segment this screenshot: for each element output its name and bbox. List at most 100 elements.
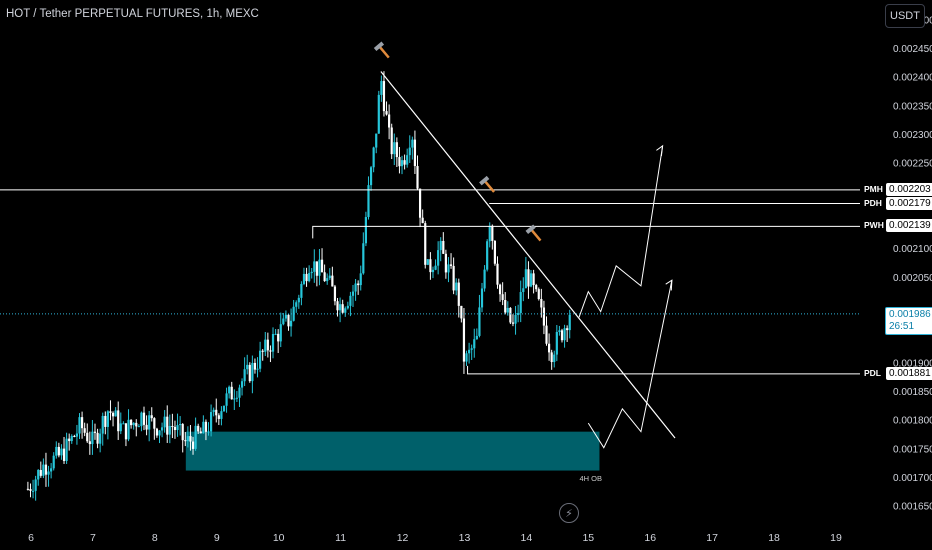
candle-body	[44, 464, 48, 475]
candle-body	[99, 433, 102, 444]
candle-body	[171, 425, 174, 427]
pdh-label: PDH	[864, 197, 882, 208]
candle-body	[429, 259, 432, 273]
candle-body	[540, 299, 543, 308]
price-tick-label: 0.002300	[893, 130, 932, 141]
candle-body	[284, 314, 288, 319]
candle-body	[341, 304, 344, 313]
candle-body	[60, 448, 63, 456]
candle-body	[480, 288, 484, 308]
candle-body	[37, 469, 40, 480]
projection-path-alt	[587, 280, 673, 449]
candle-body	[181, 424, 184, 441]
candle-body	[382, 81, 386, 112]
candle-body	[406, 155, 409, 165]
pdl-line	[467, 365, 860, 375]
pwh-line	[312, 225, 860, 239]
candle-body	[289, 320, 293, 327]
candle-body	[527, 269, 530, 287]
candle-body	[449, 264, 453, 266]
candle-body	[34, 479, 37, 491]
candle-body	[202, 421, 205, 434]
candle-body	[39, 469, 42, 476]
pmh-label: PMH	[864, 183, 883, 194]
lightning-icon[interactable]: ⚡︎	[559, 503, 579, 523]
candle-body	[142, 412, 146, 425]
candle-body	[269, 350, 272, 352]
candle-body	[52, 455, 55, 469]
candle-body	[372, 147, 375, 168]
candle-body	[522, 288, 525, 293]
candle-body	[153, 418, 156, 429]
candle-body	[243, 369, 246, 382]
candle-body	[256, 368, 259, 370]
candle-body	[542, 307, 546, 326]
price-tick-label: 0.001850	[893, 387, 932, 398]
candle-body	[65, 438, 68, 461]
current-price: 0.001986	[889, 308, 931, 320]
candle-body	[55, 446, 58, 456]
hammer-icon	[525, 224, 542, 242]
candle-body	[42, 464, 45, 476]
arrowhead-alt	[665, 279, 673, 291]
time-tick-label: 6	[28, 532, 34, 544]
candle-body	[426, 259, 429, 265]
price-scale: 0.0025000.0024500.0024000.0023500.002300…	[893, 16, 932, 513]
candle-body	[217, 415, 220, 419]
candle-body	[266, 339, 269, 351]
candle-body	[26, 488, 30, 490]
drawings	[0, 71, 860, 449]
candle-body	[411, 139, 414, 148]
candle-body	[140, 412, 143, 427]
price-tick-label: 0.002350	[893, 101, 932, 112]
candle-body	[326, 278, 329, 282]
candle-body	[529, 273, 533, 287]
candle-body	[197, 425, 200, 432]
candle-body	[398, 157, 401, 167]
candle-body	[83, 428, 86, 433]
candle-body	[465, 353, 468, 362]
candle-body	[486, 241, 489, 270]
candle-body	[246, 364, 249, 370]
time-tick-label: 9	[214, 532, 220, 544]
candle-body	[279, 324, 282, 342]
candle-body	[158, 430, 161, 436]
candle-body	[277, 333, 280, 342]
candle-body	[119, 423, 122, 432]
candle-body	[315, 261, 318, 276]
candle-body	[176, 425, 179, 431]
candle-body	[346, 305, 349, 309]
pdh-price-tag: 0.002179	[886, 196, 932, 210]
pdl-label: PDL	[864, 367, 881, 378]
candle-body	[320, 259, 324, 273]
price-tick-label: 0.001800	[893, 416, 932, 427]
time-tick-label: 12	[397, 532, 409, 544]
symbol-title: HOT / Tether PERPETUAL FUTURES, 1h, MEXC	[6, 8, 259, 20]
candle-body	[150, 415, 153, 419]
candle-body	[287, 314, 290, 327]
candle-body	[498, 284, 502, 295]
candle-body	[439, 240, 442, 251]
candle-body	[122, 423, 125, 425]
candle-body	[106, 411, 109, 427]
candle-body	[493, 240, 497, 264]
candle-body	[496, 263, 499, 285]
candle-body	[470, 348, 473, 350]
candle-body	[166, 416, 169, 435]
candle-body	[377, 94, 380, 134]
candle-body	[367, 185, 370, 218]
candle-body	[452, 265, 455, 291]
candles	[26, 71, 571, 501]
candle-body	[251, 362, 254, 382]
price-tick-label: 0.001650	[893, 502, 932, 513]
candle-body	[553, 354, 556, 363]
candle-body	[418, 188, 422, 218]
pmh-price-tag: 0.002203	[886, 182, 932, 196]
currency-button[interactable]: USDT	[885, 4, 925, 28]
candle-body	[385, 111, 388, 115]
candle-body	[207, 431, 210, 433]
time-tick-label: 16	[644, 532, 656, 544]
hammers	[373, 41, 542, 242]
candle-body	[70, 435, 73, 442]
